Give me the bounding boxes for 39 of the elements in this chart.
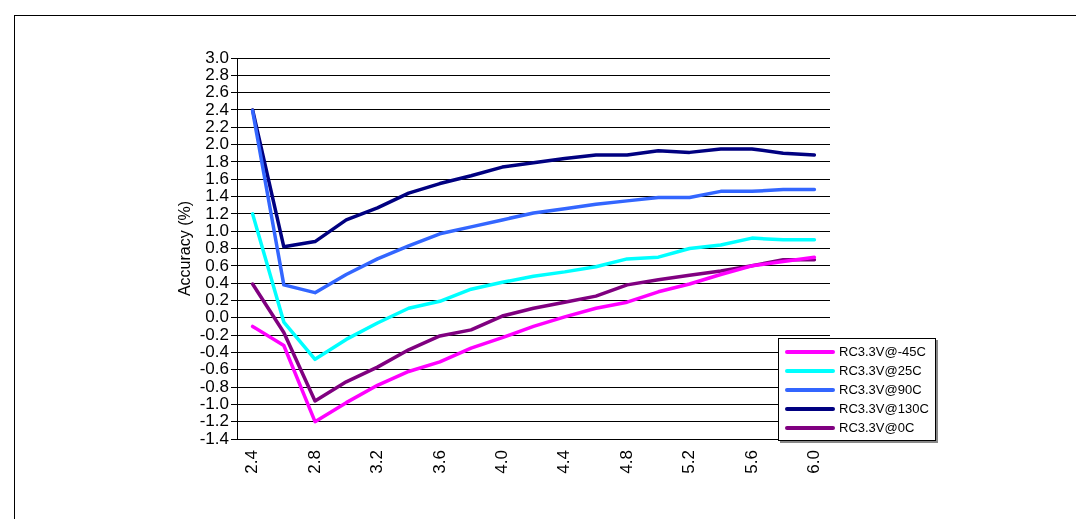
x-tick-label: 6.0 — [804, 450, 824, 474]
y-tick-label: -0.6 — [199, 359, 229, 379]
x-tick-label: 4.4 — [554, 450, 574, 474]
y-tick-label: 2.0 — [205, 134, 229, 154]
legend-label: RC3.3V@-45C — [839, 344, 926, 359]
y-tick-label: 2.2 — [205, 116, 229, 136]
x-tick-label: 5.2 — [679, 450, 699, 474]
y-tick-label: 0.6 — [205, 255, 229, 275]
y-tick-label: 2.8 — [205, 65, 229, 85]
legend-label: RC3.3V@90C — [839, 382, 922, 397]
y-tick-label: 1.6 — [205, 168, 229, 188]
y-tick-label: -0.4 — [199, 342, 229, 362]
y-tick-label: 1.2 — [205, 203, 229, 223]
legend-label: RC3.3V@25C — [839, 363, 922, 378]
y-tick-label: 0.2 — [205, 290, 229, 310]
y-tick-label: 0.4 — [205, 272, 229, 292]
x-tick-label: 3.6 — [429, 450, 449, 474]
y-tick-label: 1.0 — [205, 220, 229, 240]
y-tick-label: 1.4 — [205, 186, 229, 206]
legend-label: RC3.3V@130C — [839, 401, 929, 416]
x-tick-label: 2.4 — [242, 450, 262, 474]
y-tick-label: 0.8 — [205, 238, 229, 258]
y-tick-label: 3.0 — [205, 47, 229, 67]
y-tick-label: 1.8 — [205, 151, 229, 171]
legend-label: RC3.3V@0C — [839, 420, 915, 435]
y-tick-label: -0.2 — [199, 324, 229, 344]
x-tick-label: 3.2 — [367, 450, 387, 474]
x-tick-label: 4.8 — [616, 450, 636, 474]
y-tick-label: 2.4 — [205, 99, 229, 119]
y-tick-label: 0.0 — [205, 307, 229, 327]
y-tick-label: -1.4 — [199, 428, 229, 448]
x-tick-label: 5.6 — [741, 450, 761, 474]
x-tick-label: 2.8 — [304, 450, 324, 474]
y-tick-label: -1.0 — [199, 394, 229, 414]
y-tick-label: -0.8 — [199, 376, 229, 396]
x-tick-label: 4.0 — [491, 450, 511, 474]
y-tick-label: 2.6 — [205, 82, 229, 102]
y-axis-title: Accuracy (%) — [176, 200, 194, 297]
y-tick-label: -1.2 — [199, 411, 229, 431]
